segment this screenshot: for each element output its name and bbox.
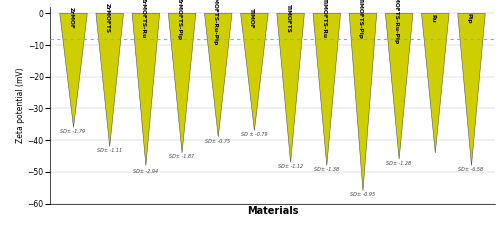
Text: SD± -0.75: SD± -0.75 bbox=[205, 139, 231, 144]
Text: SD ± -0.79: SD ± -0.79 bbox=[242, 132, 268, 137]
Text: SD± -1.12: SD± -1.12 bbox=[278, 164, 302, 169]
Text: SD± -6.58: SD± -6.58 bbox=[458, 167, 483, 172]
Text: ZrMOFTS-Pip: ZrMOFTS-Pip bbox=[177, 0, 182, 40]
Text: TiMOFTS-Ru: TiMOFTS-Ru bbox=[322, 0, 327, 38]
Polygon shape bbox=[277, 13, 304, 162]
Text: SD± -0.95: SD± -0.95 bbox=[350, 193, 375, 197]
Text: SD± -2.94: SD± -2.94 bbox=[133, 169, 158, 174]
Text: TiMOFTS-Pip: TiMOFTS-Pip bbox=[358, 0, 363, 39]
Text: SD± -1.11: SD± -1.11 bbox=[96, 148, 122, 153]
Text: SD± -1.79: SD± -1.79 bbox=[60, 129, 86, 134]
Polygon shape bbox=[386, 13, 413, 159]
Text: ZrMOF: ZrMOF bbox=[68, 7, 73, 29]
Polygon shape bbox=[422, 13, 449, 153]
Text: Ru: Ru bbox=[430, 14, 436, 22]
Text: TiMOFTS: TiMOFTS bbox=[286, 4, 290, 33]
Polygon shape bbox=[458, 13, 485, 165]
Text: SD± -1.38: SD± -1.38 bbox=[314, 167, 339, 172]
Text: SD± -1.87: SD± -1.87 bbox=[169, 154, 194, 159]
Polygon shape bbox=[132, 13, 160, 165]
Polygon shape bbox=[240, 13, 268, 131]
X-axis label: Materials: Materials bbox=[247, 206, 298, 216]
Polygon shape bbox=[96, 13, 124, 146]
Text: ZrMOFTS: ZrMOFTS bbox=[104, 3, 110, 33]
Polygon shape bbox=[313, 13, 340, 165]
Text: ZrMOFTS-Ru: ZrMOFTS-Ru bbox=[141, 0, 146, 39]
Polygon shape bbox=[349, 13, 376, 191]
Y-axis label: Zeta potential (mV): Zeta potential (mV) bbox=[16, 67, 25, 143]
Text: TiMOF: TiMOF bbox=[250, 8, 254, 29]
Polygon shape bbox=[60, 13, 88, 128]
Text: SD± -1.28: SD± -1.28 bbox=[386, 161, 411, 166]
Text: ZrMOFTS-Ru-Pip: ZrMOFTS-Ru-Pip bbox=[213, 0, 218, 45]
Text: Pip: Pip bbox=[466, 13, 471, 23]
Polygon shape bbox=[204, 13, 232, 137]
Polygon shape bbox=[168, 13, 196, 153]
Text: TiMOFTS-Ru-Pip: TiMOFTS-Ru-Pip bbox=[394, 0, 399, 45]
